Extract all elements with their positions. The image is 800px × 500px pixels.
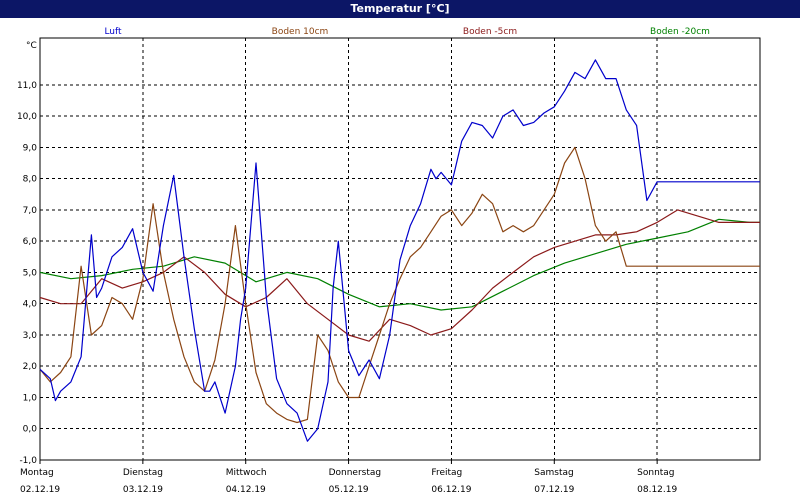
x-day-label: Freitag: [431, 468, 462, 478]
plot-area: [39, 37, 761, 461]
y-tick-label: 6,0: [23, 237, 38, 247]
axis-labels: -1,0 0,0 1,0 2,0 3,0 4,0 5,0 6,0 7,0 8,0 9,0 10,0 11…: [17, 41, 678, 495]
x-date-label: 04.12.19: [226, 485, 266, 495]
legend: Luft Boden 10cm Boden -5cm Boden -20cm: [104, 27, 710, 37]
y-tick-label: 11,0: [17, 81, 37, 91]
x-day-label: Sonntag: [637, 468, 674, 478]
series-line-luft: [39, 59, 760, 442]
y-tick-label: 10,0: [17, 112, 37, 122]
x-date-label: 05.12.19: [329, 485, 369, 495]
y-tick-label: 1,0: [23, 393, 38, 403]
series-line-boden-20cm: [39, 218, 760, 311]
y-tick-label: -1,0: [19, 456, 37, 466]
legend-entry: Boden -20cm: [650, 27, 710, 37]
series-lines: [39, 59, 760, 442]
legend-entry: Boden -5cm: [463, 27, 517, 37]
x-day-label: Samstag: [534, 468, 573, 478]
y-tick-label: 9,0: [23, 143, 38, 153]
x-date-label: 03.12.19: [123, 485, 163, 495]
legend-entry: Boden 10cm: [272, 27, 329, 37]
x-day-label: Dienstag: [123, 468, 163, 478]
y-tick-label: 8,0: [23, 175, 38, 185]
y-tick-label: 3,0: [23, 331, 38, 341]
x-date-label: 02.12.19: [20, 485, 60, 495]
x-day-label: Montag: [20, 468, 54, 478]
y-tick-label: 0,0: [23, 425, 38, 435]
legend-entry: Luft: [104, 27, 122, 37]
y-axis-unit: °C: [26, 41, 37, 51]
x-date-label: 06.12.19: [431, 485, 471, 495]
x-date-label: 08.12.19: [637, 485, 677, 495]
y-tick-label: 7,0: [23, 206, 38, 216]
x-day-label: Donnerstag: [329, 468, 382, 478]
series-line-boden-5cm: [39, 209, 760, 342]
x-day-label: Mittwoch: [226, 468, 267, 478]
y-tick-label: 5,0: [23, 268, 38, 278]
x-date-label: 07.12.19: [534, 485, 574, 495]
chart-title: Temperatur [°C]: [0, 0, 800, 18]
y-tick-label: 2,0: [23, 362, 38, 372]
y-tick-label: 4,0: [23, 300, 38, 310]
